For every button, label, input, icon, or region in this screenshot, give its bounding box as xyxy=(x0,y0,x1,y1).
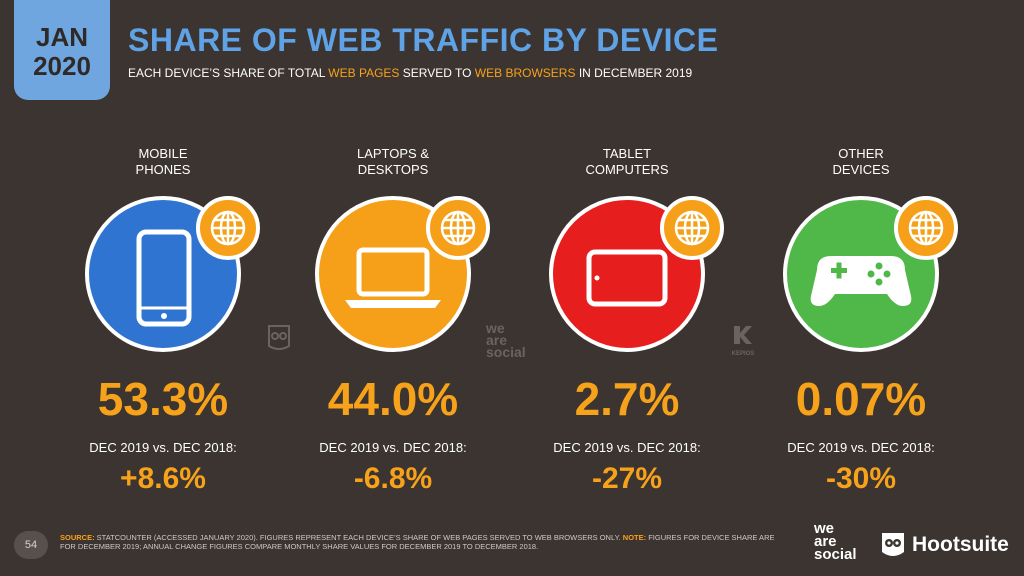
share-value: 2.7% xyxy=(574,373,680,425)
device-label: MOBILE PHONES xyxy=(135,146,191,177)
change-value: -30% xyxy=(825,462,897,495)
comparison-label: DEC 2019 vs. DEC 2018: xyxy=(319,440,467,455)
change-value: +8.6% xyxy=(120,462,206,495)
device-label: LAPTOPS & DESKTOPS xyxy=(356,146,429,177)
page-title: SHARE OF WEB TRAFFIC BY DEVICE xyxy=(128,22,719,58)
globe-icon xyxy=(426,196,490,260)
hootsuite-logo: Hootsuite xyxy=(880,530,1009,560)
device-label: TABLET COMPUTERS xyxy=(585,146,669,177)
smartphone-icon xyxy=(136,229,192,327)
comparison-label: DEC 2019 vs. DEC 2018: xyxy=(89,440,237,455)
device-label: OTHER DEVICES xyxy=(832,146,890,177)
globe-icon xyxy=(894,196,958,260)
page-number: 54 xyxy=(14,531,48,559)
kepios-label: KEPIOS xyxy=(731,351,755,357)
source-note: SOURCE: STATCOUNTER (ACCESSED JANUARY 20… xyxy=(60,533,775,551)
owl-icon xyxy=(882,533,904,556)
share-value: 44.0% xyxy=(327,373,459,425)
date-year: 2020 xyxy=(33,51,91,81)
laptop-icon xyxy=(345,247,441,308)
comparison-label: DEC 2019 vs. DEC 2018: xyxy=(787,440,935,455)
date-month: JAN xyxy=(35,22,88,52)
we-are-social-watermark: we are social xyxy=(486,320,526,360)
we-are-social-logo: we are social xyxy=(814,520,857,563)
date-tab: JAN 2020 xyxy=(14,0,110,100)
globe-icon xyxy=(660,196,724,260)
globe-icon xyxy=(196,196,260,260)
change-value: -27% xyxy=(591,462,663,495)
kepios-logo-icon xyxy=(734,326,752,344)
kepios-watermark: KEPIOS xyxy=(728,324,758,357)
share-value: 53.3% xyxy=(97,373,229,425)
change-value: -6.8% xyxy=(353,462,433,495)
tablet-icon xyxy=(586,249,668,307)
share-value: 0.07% xyxy=(795,373,927,425)
gamepad-icon xyxy=(810,256,912,306)
page-subtitle: EACH DEVICE’S SHARE OF TOTAL WEB PAGES S… xyxy=(128,66,693,80)
hootsuite-watermark-icon xyxy=(268,325,290,350)
comparison-label: DEC 2019 vs. DEC 2018: xyxy=(553,440,701,455)
